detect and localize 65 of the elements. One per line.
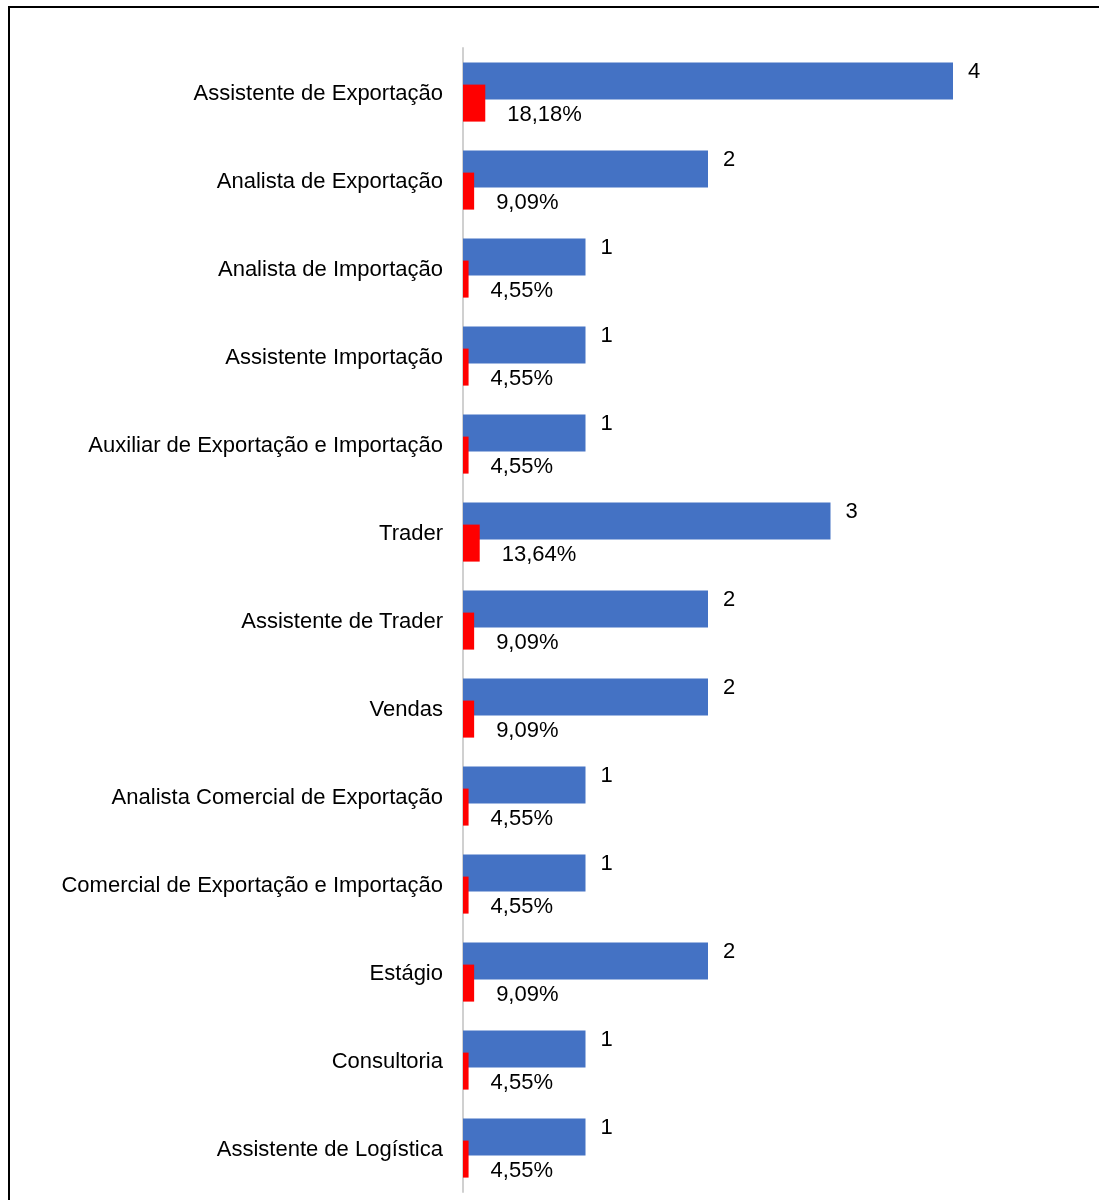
bar bbox=[463, 150, 708, 188]
bar bbox=[463, 260, 469, 298]
data-label: 1 bbox=[600, 1026, 613, 1052]
data-label: 4,55% bbox=[490, 1156, 553, 1182]
data-label: 2 bbox=[723, 938, 736, 964]
data-label: 18,18% bbox=[507, 100, 582, 126]
data-label: 4,55% bbox=[490, 1068, 553, 1094]
data-label: 2 bbox=[723, 146, 736, 172]
bar bbox=[463, 678, 708, 716]
data-label: 4,55% bbox=[490, 452, 553, 478]
data-label: 1 bbox=[600, 410, 613, 436]
bar bbox=[463, 502, 831, 540]
bar bbox=[463, 326, 586, 364]
data-label: 9,09% bbox=[496, 188, 559, 214]
bar bbox=[463, 436, 469, 474]
bar bbox=[463, 788, 469, 826]
y-tick-label: Auxiliar de Exportação e Importação bbox=[88, 431, 443, 457]
bar bbox=[463, 1140, 469, 1178]
bar bbox=[463, 1118, 586, 1156]
bar bbox=[463, 84, 486, 122]
data-label: 1 bbox=[600, 322, 613, 348]
data-label: 2 bbox=[723, 674, 736, 700]
y-tick-label: Analista Comercial de Exportação bbox=[111, 783, 443, 809]
bar bbox=[463, 876, 469, 914]
data-label: 3 bbox=[845, 498, 858, 524]
bar bbox=[463, 414, 586, 452]
y-tick-label: Assistente de Trader bbox=[241, 607, 443, 633]
data-label: 1 bbox=[600, 234, 613, 260]
y-tick-label: Comercial de Exportação e Importação bbox=[61, 871, 443, 897]
data-label: 4,55% bbox=[490, 276, 553, 302]
bar bbox=[463, 238, 586, 276]
data-label: 9,09% bbox=[496, 980, 559, 1006]
y-tick-label: Consultoria bbox=[331, 1047, 444, 1073]
data-label: 1 bbox=[600, 762, 613, 788]
bar bbox=[463, 700, 475, 738]
y-tick-label: Vendas bbox=[369, 695, 443, 721]
bar bbox=[463, 590, 708, 628]
y-tick-label: Assistente de Logística bbox=[216, 1135, 444, 1161]
bar bbox=[463, 348, 469, 386]
y-tick-label: Assistente Importação bbox=[225, 343, 443, 369]
bar bbox=[463, 766, 586, 804]
bar bbox=[463, 172, 475, 210]
data-label: 4 bbox=[968, 58, 981, 84]
data-label: 2 bbox=[723, 586, 736, 612]
bar bbox=[463, 62, 953, 100]
data-label: 13,64% bbox=[501, 540, 577, 566]
data-label: 1 bbox=[600, 850, 613, 876]
bar bbox=[463, 854, 586, 892]
data-label: 4,55% bbox=[490, 892, 553, 918]
y-tick-label: Trader bbox=[379, 519, 443, 545]
bar bbox=[463, 612, 475, 650]
y-tick-label: Analista de Importação bbox=[217, 255, 443, 281]
y-tick-label: Assistente de Exportação bbox=[193, 79, 443, 105]
data-label: 9,09% bbox=[496, 716, 559, 742]
y-tick-label: Analista de Exportação bbox=[216, 167, 443, 193]
data-label: 4,55% bbox=[490, 804, 553, 830]
bar bbox=[463, 524, 480, 562]
bar bbox=[463, 964, 475, 1002]
bar bbox=[463, 1030, 586, 1068]
data-label: 1 bbox=[600, 1114, 613, 1140]
bar bbox=[463, 1052, 469, 1090]
bar bbox=[463, 942, 708, 980]
y-tick-label: Estágio bbox=[369, 959, 443, 985]
data-label: 4,55% bbox=[490, 364, 553, 390]
data-label: 9,09% bbox=[496, 628, 559, 654]
